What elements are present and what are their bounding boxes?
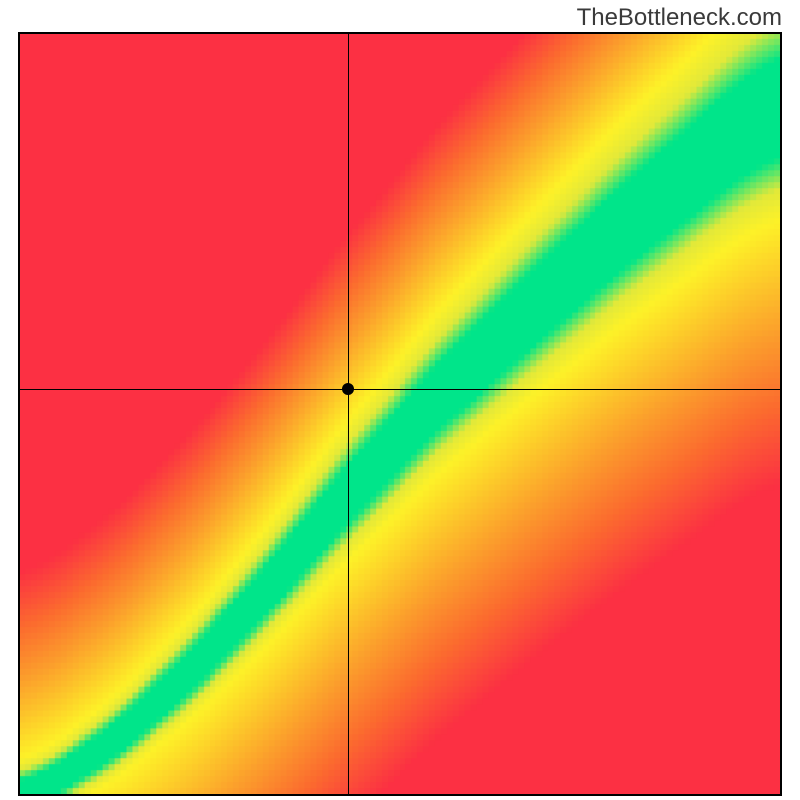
bottleneck-heatmap [18,32,782,796]
heatmap-canvas [20,34,780,794]
watermark-text: TheBottleneck.com [577,4,782,32]
